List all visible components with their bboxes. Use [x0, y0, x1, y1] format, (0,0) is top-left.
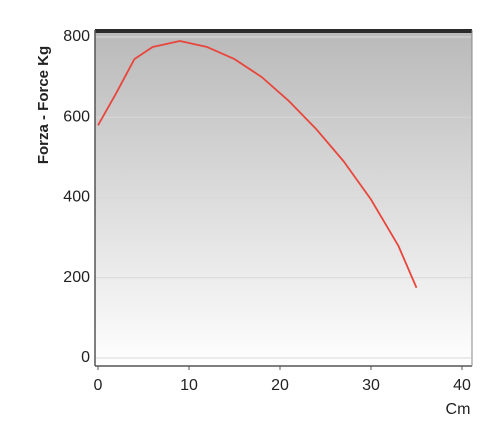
y-axis-title: Forza - Force Kg [35, 46, 52, 164]
y-tick-label: 200 [63, 269, 90, 286]
data-line [97, 40, 418, 289]
plot-top-border [95, 29, 472, 33]
x-axis-title: Cm [446, 401, 471, 418]
x-tick-label: 40 [453, 377, 471, 394]
y-tick-label: 800 [63, 28, 90, 45]
x-tick-label: 0 [94, 377, 103, 394]
x-tick-label: 30 [362, 377, 380, 394]
x-tick-label: 10 [180, 377, 198, 394]
y-tick-label: 600 [63, 108, 90, 125]
y-tick-label: 0 [81, 349, 90, 366]
x-tick-label: 20 [271, 377, 289, 394]
y-tick-label: 400 [63, 189, 90, 206]
